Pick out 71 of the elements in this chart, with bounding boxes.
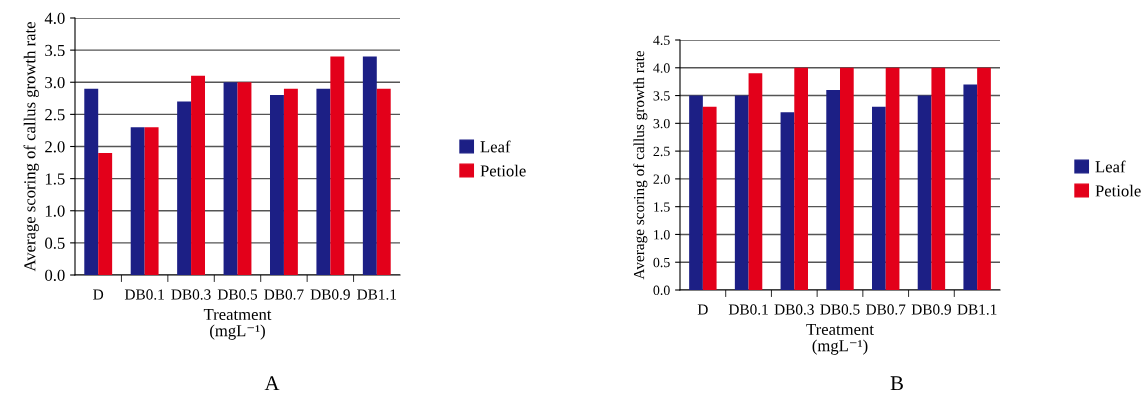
x-tick-label: DB0.5 bbox=[217, 289, 258, 300]
y-tick-label: 0.5 bbox=[653, 257, 670, 268]
bar bbox=[977, 67, 991, 290]
bar bbox=[191, 75, 205, 275]
y-axis-title: Average scoring of callus growth rate bbox=[23, 22, 39, 272]
text: B bbox=[890, 376, 903, 391]
bar bbox=[130, 127, 145, 275]
x-tick-label: DB0.7 bbox=[264, 289, 304, 300]
x-tick-label: D bbox=[93, 289, 104, 300]
legend-label: Leaf bbox=[480, 140, 511, 153]
y-tick-label: 2.5 bbox=[45, 109, 65, 121]
bar bbox=[177, 101, 192, 275]
x-axis-title: Treatment (mgL⁻¹) bbox=[203, 308, 272, 340]
bar bbox=[794, 67, 808, 290]
x-tick-label: D bbox=[697, 304, 708, 315]
y-tick-label: 1.5 bbox=[45, 173, 65, 185]
legend-label: Leaf bbox=[1095, 160, 1126, 173]
y-tick-label: 4.0 bbox=[653, 63, 670, 73]
bar bbox=[917, 95, 932, 290]
bar bbox=[826, 90, 840, 290]
bar bbox=[237, 82, 252, 275]
x-tick-label: DB0.7 bbox=[865, 304, 906, 315]
bar bbox=[362, 56, 377, 275]
bar bbox=[689, 95, 703, 290]
bar bbox=[780, 112, 795, 290]
x-tick-label: DB0.1 bbox=[124, 289, 164, 300]
x-tick-label: DB0.9 bbox=[911, 304, 951, 315]
y-tick-label: 2.5 bbox=[653, 146, 670, 157]
bar bbox=[84, 88, 99, 275]
bar bbox=[840, 67, 854, 290]
y-tick-label: 2.0 bbox=[45, 141, 65, 153]
y-tick-label: 1.0 bbox=[654, 230, 670, 240]
legend-label: Petiole bbox=[480, 164, 526, 177]
y-tick-label: 0.5 bbox=[45, 237, 65, 249]
y-tick-label: 4.5 bbox=[653, 35, 670, 46]
x-tick-label: DB0.1 bbox=[728, 304, 768, 315]
bar bbox=[98, 152, 113, 275]
bar bbox=[283, 88, 298, 275]
y-tick-label: 0.0 bbox=[45, 269, 65, 282]
x-tick-label: DB1.1 bbox=[357, 289, 397, 300]
bar bbox=[376, 88, 391, 275]
bar bbox=[872, 106, 886, 290]
bar bbox=[885, 67, 900, 290]
bar bbox=[963, 84, 978, 290]
y-tick-label: 1.5 bbox=[654, 202, 670, 212]
y-tick-label: 2.0 bbox=[653, 174, 670, 184]
bar bbox=[702, 106, 717, 290]
legend-label: Petiole bbox=[1095, 184, 1141, 197]
bar bbox=[931, 67, 946, 290]
y-tick-label: 3.5 bbox=[653, 91, 670, 101]
bar bbox=[223, 82, 238, 275]
bar bbox=[270, 95, 284, 275]
y-tick-label: 3.5 bbox=[45, 44, 65, 57]
text: A bbox=[264, 376, 280, 391]
x-tick-label: DB0.5 bbox=[820, 304, 860, 315]
y-tick-label: 0.0 bbox=[653, 285, 670, 296]
y-tick-label: 3.0 bbox=[653, 118, 670, 129]
y-tick-label: 4.0 bbox=[44, 12, 65, 25]
y-tick-label: 1.0 bbox=[45, 205, 65, 217]
y-axis-title: Average scoring of callus growth rate bbox=[633, 50, 648, 280]
x-tick-label: DB1.1 bbox=[957, 304, 997, 315]
y-tick-label: 3.0 bbox=[45, 76, 65, 89]
bar bbox=[144, 127, 159, 275]
x-axis-title: Treatment (mgL⁻¹) bbox=[806, 323, 874, 355]
bar bbox=[748, 73, 763, 290]
bar bbox=[330, 56, 345, 275]
x-tick-label: DB0.3 bbox=[774, 304, 814, 315]
bar bbox=[734, 95, 749, 290]
x-tick-label: DB0.3 bbox=[171, 289, 211, 300]
bar bbox=[316, 88, 331, 275]
x-tick-label: DB0.9 bbox=[310, 289, 350, 300]
